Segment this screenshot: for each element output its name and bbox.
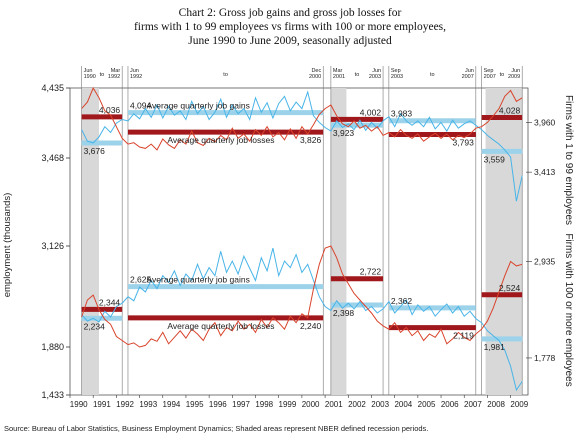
avg-gains-value-label: 3,983 bbox=[391, 109, 413, 119]
x-tick-label: 2001 bbox=[325, 400, 343, 409]
x-tick-label: 2006 bbox=[441, 400, 459, 409]
y-tick-label: 1,433 bbox=[41, 390, 64, 400]
period-start-month: Jun bbox=[84, 68, 93, 74]
title-line-1: Chart 2: Gross job gains and gross job l… bbox=[178, 7, 402, 19]
x-tick-label: 1994 bbox=[163, 400, 181, 409]
gains-series-label: Average quarterly job gains bbox=[147, 275, 250, 285]
period-start-year: 2001 bbox=[333, 74, 345, 80]
period-end-month: Jun bbox=[465, 68, 474, 74]
y-tick-label: 3,468 bbox=[41, 153, 64, 163]
x-tick-label: 2002 bbox=[348, 400, 366, 409]
x-tick-label: 2007 bbox=[464, 400, 482, 409]
period-to-word: to bbox=[500, 72, 505, 78]
end-value-label: 2,935 bbox=[534, 256, 556, 266]
end-value-label: 3,413 bbox=[534, 167, 556, 177]
panel-label-top: Firms with 1 to 99 employees bbox=[563, 95, 574, 225]
recession-band bbox=[330, 88, 347, 395]
title-line-2: firms with 1 to 99 employees vs firms wi… bbox=[133, 21, 447, 33]
avg-gains-value-label: 3,676 bbox=[84, 146, 106, 156]
avg-gains-value-label: 2,398 bbox=[333, 308, 355, 318]
period-end-month: Mar bbox=[111, 68, 121, 74]
avg-losses-value-label: 2,240 bbox=[300, 321, 322, 331]
period-start-year: 1992 bbox=[130, 74, 142, 80]
x-tick-label: 2009 bbox=[510, 400, 528, 409]
x-tick-label: 1990 bbox=[70, 400, 88, 409]
period-end-year: 2000 bbox=[309, 74, 321, 80]
period-to-word: to bbox=[223, 72, 228, 78]
x-tick-label: 1999 bbox=[279, 400, 297, 409]
x-tick-label: 1995 bbox=[186, 400, 204, 409]
end-value-label: 1,778 bbox=[534, 353, 556, 363]
x-tick-label: 1991 bbox=[93, 400, 111, 409]
avg-losses-value-label: 2,722 bbox=[360, 267, 382, 277]
period-start-month: Mar bbox=[333, 68, 343, 74]
y-axis-label: employment (thousands) bbox=[2, 193, 13, 298]
avg-losses-value-label: 2,524 bbox=[499, 283, 521, 293]
avg-losses-value-label: 2,119 bbox=[453, 331, 474, 341]
avg-gains-value-label: 1,981 bbox=[484, 342, 506, 352]
period-start-year: 2007 bbox=[484, 74, 496, 80]
x-tick-label: 2000 bbox=[302, 400, 320, 409]
period-end-month: Jun bbox=[511, 68, 520, 74]
gains-series-label: Average quarterly job gains bbox=[147, 101, 250, 111]
period-end-year: 2003 bbox=[369, 74, 381, 80]
x-tick-label: 2008 bbox=[487, 400, 505, 409]
period-end-month: Dec bbox=[311, 68, 321, 74]
title-line-3: June 1990 to June 2009, seasonally adjus… bbox=[188, 35, 392, 47]
end-value-label: 3,960 bbox=[534, 117, 556, 127]
period-end-month: Jun bbox=[372, 68, 381, 74]
source-note: Source: Bureau of Labor Statistics, Busi… bbox=[4, 424, 429, 433]
x-tick-label: 2003 bbox=[371, 400, 389, 409]
y-tick-label: 3,126 bbox=[41, 241, 64, 251]
x-tick-label: 1993 bbox=[139, 400, 157, 409]
period-end-year: 2007 bbox=[462, 74, 474, 80]
panel-label-bottom: Firms with 100 or more employees bbox=[563, 233, 574, 386]
avg-losses-value-label: 2,344 bbox=[99, 297, 121, 307]
period-start-year: 1990 bbox=[84, 74, 96, 80]
avg-gains-value-label: 2,234 bbox=[84, 321, 106, 331]
losses-line bbox=[81, 245, 523, 348]
avg-losses-value-label: 4,028 bbox=[499, 105, 521, 115]
avg-gains-value-label: 2,362 bbox=[391, 296, 413, 306]
avg-losses-value-label: 3,793 bbox=[453, 137, 475, 147]
period-end-year: 2009 bbox=[508, 74, 520, 80]
losses-series-label: Average quarterly job losses bbox=[167, 321, 274, 331]
x-tick-label: 2004 bbox=[394, 400, 412, 409]
chart-title: Chart 2: Gross job gains and gross job l… bbox=[0, 6, 580, 48]
avg-gains-value-label: 4,094 bbox=[130, 101, 152, 111]
gains-line bbox=[81, 247, 523, 392]
period-start-month: Jun bbox=[130, 68, 139, 74]
avg-losses-value-label: 4,036 bbox=[99, 105, 121, 115]
period-start-year: 2003 bbox=[391, 74, 403, 80]
period-to-word: to bbox=[355, 72, 360, 78]
period-start-month: Sep bbox=[391, 68, 401, 74]
avg-gains-value-label: 3,923 bbox=[333, 128, 355, 138]
losses-line bbox=[81, 86, 523, 151]
x-tick-label: 1992 bbox=[116, 400, 134, 409]
x-tick-label: 1997 bbox=[232, 400, 250, 409]
period-end-year: 1992 bbox=[108, 74, 120, 80]
x-tick-label: 1998 bbox=[255, 400, 273, 409]
x-tick-label: 1996 bbox=[209, 400, 227, 409]
period-to-word: to bbox=[430, 72, 435, 78]
period-to-word: to bbox=[100, 72, 105, 78]
gains-line bbox=[81, 90, 523, 202]
avg-losses-value-label: 4,002 bbox=[360, 107, 382, 117]
x-tick-label: 2005 bbox=[418, 400, 436, 409]
losses-series-label: Average quarterly job losses bbox=[167, 135, 274, 145]
y-tick-label: 4,435 bbox=[41, 83, 64, 93]
avg-losses-value-label: 3,826 bbox=[300, 135, 322, 145]
avg-gains-value-label: 2,625 bbox=[130, 275, 152, 285]
period-start-month: Sep bbox=[484, 68, 494, 74]
avg-gains-value-label: 3,559 bbox=[484, 154, 506, 164]
y-tick-label: 1,880 bbox=[41, 342, 64, 352]
